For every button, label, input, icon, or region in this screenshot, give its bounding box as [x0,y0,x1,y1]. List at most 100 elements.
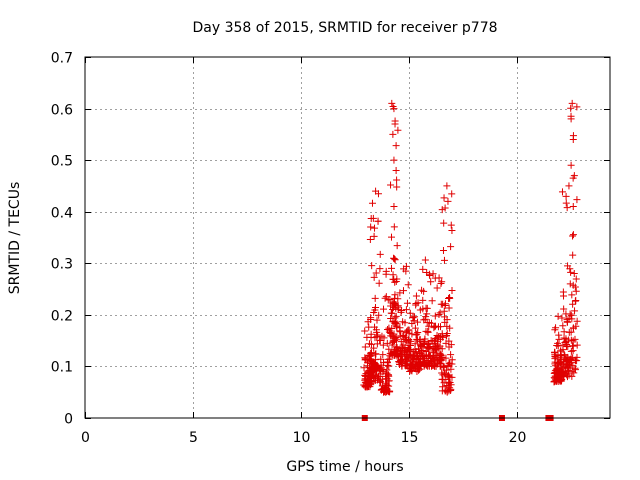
data-point [370,308,378,316]
data-point [423,269,431,277]
data-point [412,292,420,300]
data-point [570,369,578,377]
data-point [383,339,391,347]
data-point [433,331,441,339]
data-point [368,360,376,368]
data-point [414,318,422,326]
data-point [390,254,398,262]
data-point [554,339,562,347]
data-point [572,275,580,283]
data-point [444,371,452,379]
data-point [447,351,455,359]
data-point [566,362,574,370]
data-point [390,346,398,354]
data-point [569,232,577,240]
data-point [571,283,579,291]
data-point [571,357,579,365]
data-point [552,324,560,332]
data-point [379,341,387,349]
data-point [406,365,414,373]
data-point [570,172,578,180]
data-point [385,362,393,370]
data-point [573,317,581,325]
data-point [568,367,576,375]
data-point [390,330,398,338]
y-tick-label: 0.2 [51,309,73,325]
data-point [372,187,380,195]
x-tick-label: 0 [81,430,90,446]
data-point [389,130,397,138]
data-point [438,332,446,340]
data-point [554,312,562,320]
data-point [411,340,419,348]
data-point [573,341,581,349]
data-point [438,354,446,362]
data-point [441,204,449,212]
data-point [420,359,428,367]
data-point [422,304,430,312]
data-point [556,376,564,384]
data-point [375,279,383,287]
x-tick-label: 20 [509,430,527,446]
data-point [435,310,443,318]
data-point [421,256,429,264]
data-point [387,314,395,322]
data-point [401,361,409,369]
data-point [365,340,373,348]
data-point [443,332,451,340]
data-point [367,315,375,323]
y-tick-label: 0.1 [51,360,73,376]
data-point [569,354,577,362]
data-point [419,265,427,273]
data-point [570,269,578,277]
data-point [362,375,370,383]
data-point [367,359,375,367]
data-point [373,316,381,324]
data-point [385,345,393,353]
data-point [391,278,399,286]
data-point [397,350,405,358]
data-point [443,386,451,394]
data-point [388,325,396,333]
data-point [436,349,444,357]
chart-title: Day 358 of 2015, SRMTID for receiver p77… [192,20,497,36]
data-point [417,343,425,351]
data-point [444,362,452,370]
data-point [411,324,419,332]
data-point [386,295,394,303]
data-point [443,182,451,190]
data-point [377,370,385,378]
data-point [569,300,577,308]
data-point [386,328,394,336]
data-point [403,299,411,307]
data-point [423,319,431,327]
data-point [416,336,424,344]
data-point [573,196,581,204]
data-point [571,307,579,315]
data-point [389,338,397,346]
data-point [448,286,456,294]
data-point [383,382,391,390]
data-point [367,370,375,378]
data-point [385,382,393,390]
data-point [372,304,380,312]
y-axis-label: SRMTID / TECUs [7,182,23,295]
data-point [390,203,398,211]
data-point [406,309,414,317]
data-point [415,366,423,374]
data-point [569,324,577,332]
data-point [370,273,378,281]
data-point [565,182,573,190]
data-point [389,271,397,279]
data-point [392,312,400,320]
data-point [421,335,429,343]
data-point [423,340,431,348]
y-tick-label: 0.5 [51,154,73,170]
data-point [384,361,392,369]
x-axis-label: GPS time / hours [286,459,403,475]
data-point [397,338,405,346]
data-point [368,262,376,270]
data-point [448,373,456,381]
data-points [360,99,581,421]
data-point [371,294,379,302]
